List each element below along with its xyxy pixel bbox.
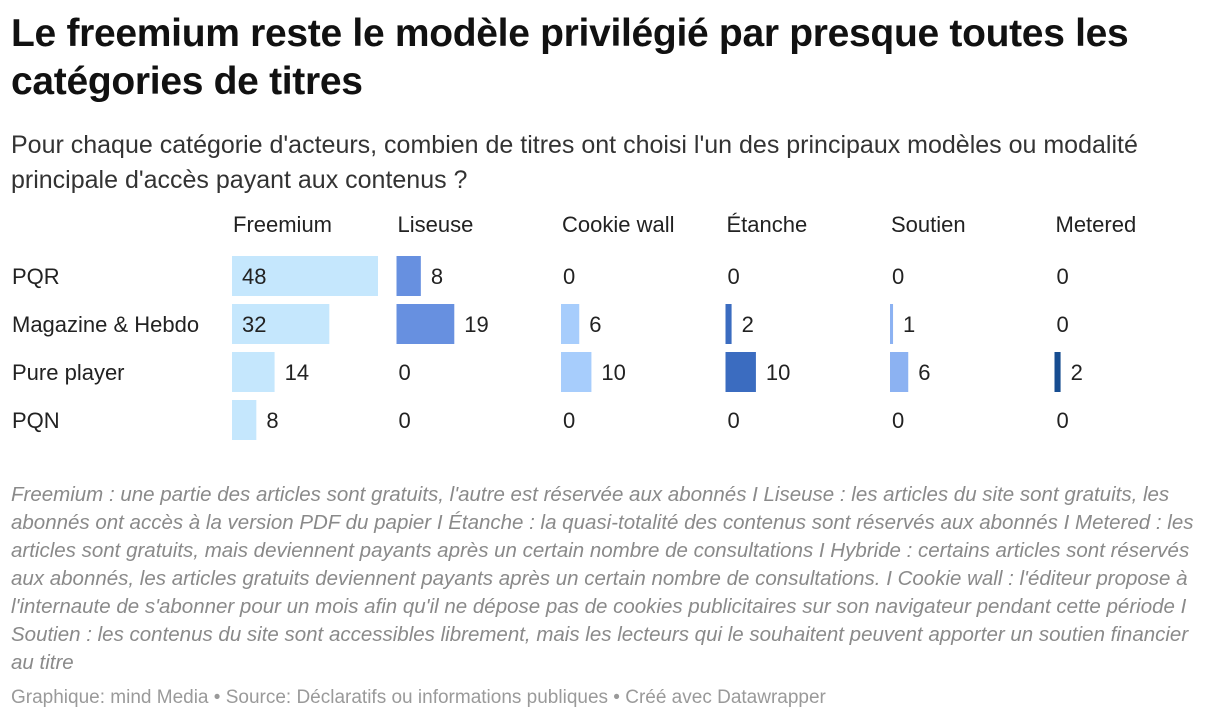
bar-2-1 [561,304,580,344]
value-label-1-1: 19 [464,312,488,337]
value-label-2-0: 0 [563,264,575,289]
bar-4-2 [890,352,909,392]
value-label-1-0: 8 [431,264,443,289]
value-label-4-2: 6 [918,360,930,385]
value-label-4-1: 1 [903,312,915,337]
value-label-0-2: 14 [285,360,309,385]
value-label-5-0: 0 [1057,264,1069,289]
value-label-3-1: 2 [742,312,754,337]
bar-0-1 [232,304,330,344]
column-header-5: Metered [1056,212,1137,237]
row-label-0: PQR [12,264,60,289]
bar-1-1 [396,304,455,344]
row-label-3: PQN [12,408,60,433]
value-label-0-3: 8 [266,408,278,433]
value-label-3-2: 10 [766,360,790,385]
value-label-0-0: 48 [242,264,266,289]
column-header-1: Liseuse [398,212,474,237]
bar-2-2 [561,352,592,392]
bar-0-0 [232,256,378,296]
bar-1-0 [396,256,421,296]
value-label-4-3: 0 [892,408,904,433]
bar-3-1 [725,304,732,344]
column-header-2: Cookie wall [562,212,675,237]
value-label-3-0: 0 [728,264,740,289]
value-label-5-1: 0 [1057,312,1069,337]
chart-subtitle: Pour chaque catégorie d'acteurs, combien… [11,131,1138,194]
row-label-1: Magazine & Hebdo [12,312,199,337]
column-header-3: Étanche [727,212,808,237]
bar-3-2 [725,352,756,392]
value-label-1-3: 0 [399,408,411,433]
value-label-5-3: 0 [1057,408,1069,433]
value-label-4-0: 0 [892,264,904,289]
bar-0-2 [232,352,275,392]
bar-chart-table: Freemium Liseuse Cookie wall Étanche Soutien… [12,212,1137,440]
value-label-0-1: 32 [242,312,266,337]
chart-title: Le freemium reste le modèle privilégié p… [11,12,1129,103]
value-label-1-2: 0 [399,360,411,385]
value-label-2-3: 0 [563,408,575,433]
chart-notes: Freemium : une partie des articles sont … [11,483,1194,674]
chart-footer: Graphique: mind Media • Source: Déclarat… [11,687,826,708]
bar-5-2 [1054,352,1061,392]
bar-0-3 [232,400,257,440]
value-label-2-1: 6 [589,312,601,337]
value-label-3-3: 0 [728,408,740,433]
value-label-5-2: 2 [1071,360,1083,385]
row-label-2: Pure player [12,360,125,385]
column-header-0: Freemium [233,212,332,237]
column-header-4: Soutien [891,212,966,237]
bar-4-1 [890,304,894,344]
value-label-2-2: 10 [601,360,625,385]
